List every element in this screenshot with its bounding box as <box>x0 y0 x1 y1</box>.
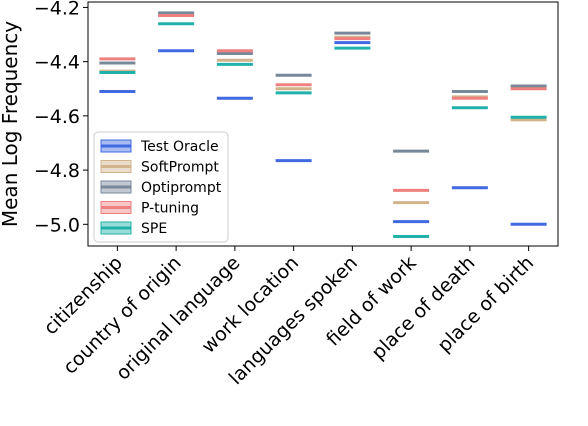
y-tick-label: −5.0 <box>34 214 80 236</box>
legend-label: P-tuning <box>141 201 199 217</box>
y-axis-title: Mean Log Frequency <box>0 21 22 227</box>
legend-label: Test Oracle <box>140 139 219 155</box>
x-tick-label: place of death <box>367 252 479 364</box>
legend-label: Optiprompt <box>141 180 222 196</box>
legend-label: SPE <box>141 221 167 237</box>
chart-marks <box>99 11 547 239</box>
legend-frame <box>93 131 229 243</box>
y-tick-label: −4.8 <box>34 160 80 182</box>
plot-frame <box>87 1 559 247</box>
y-tick-label: −4.6 <box>34 106 80 128</box>
legend-label: SoftPrompt <box>141 160 219 176</box>
y-tick-label: −4.2 <box>34 0 80 19</box>
y-tick-label: −4.4 <box>34 52 80 74</box>
legend: Test Oracle SoftPrompt Optiprompt P-tuning S… <box>93 131 229 243</box>
y-axis: −4.2 −4.4 −4.6 −4.8 −5.0 <box>34 0 88 236</box>
